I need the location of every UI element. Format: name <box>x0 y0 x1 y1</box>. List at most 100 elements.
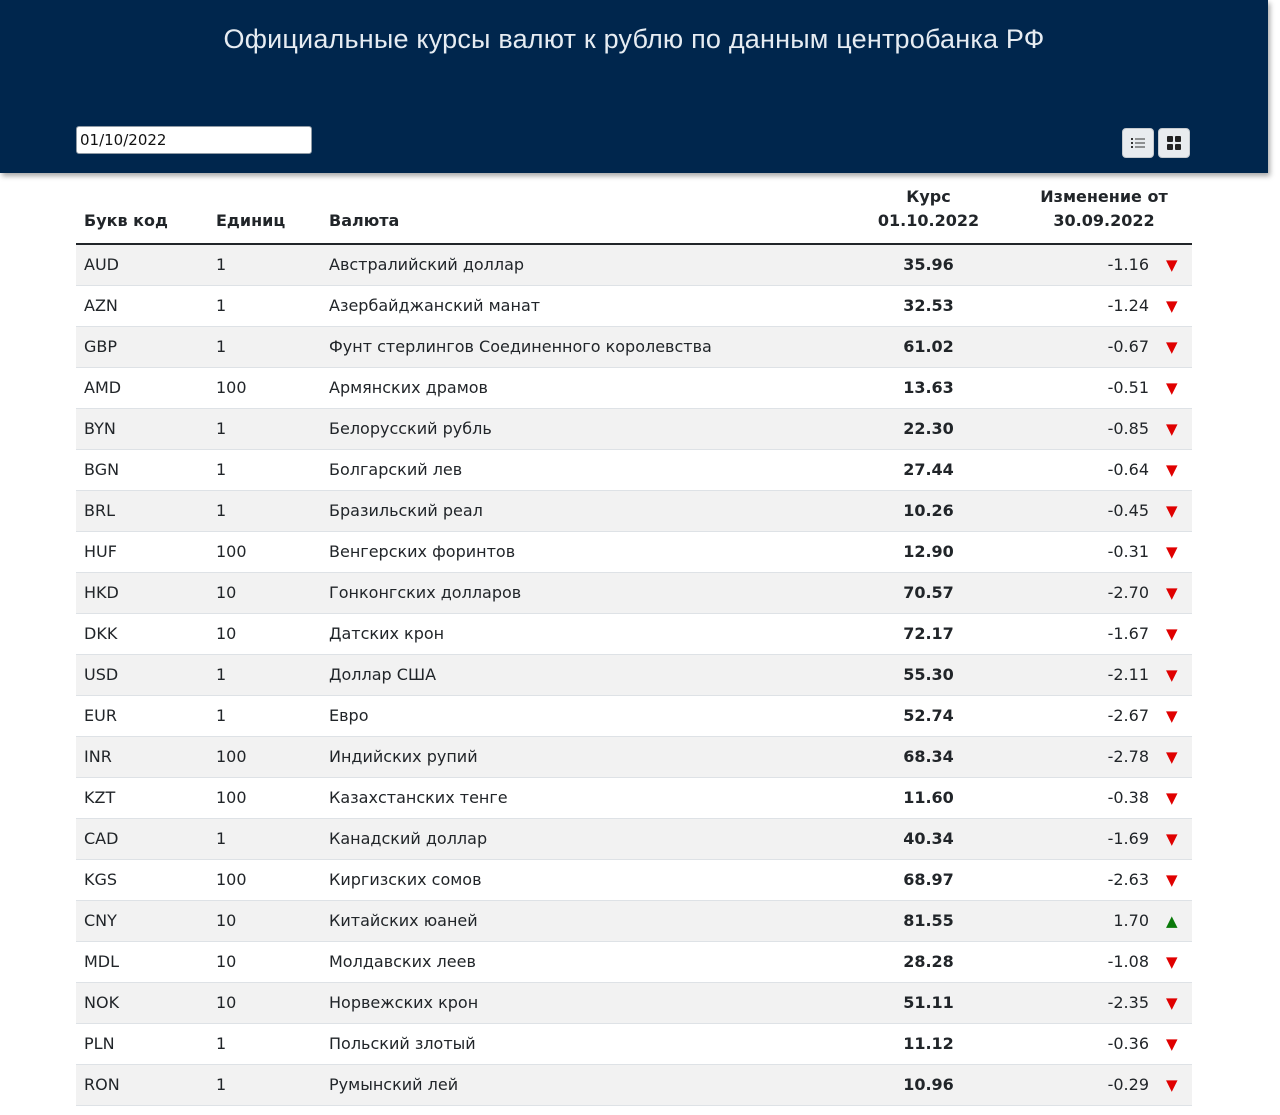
currency-change-cell: -2.78 ▼ <box>1016 736 1192 778</box>
change-wrapper: -1.08 ▼ <box>1024 952 1184 971</box>
currency-code-cell: CAD <box>76 818 208 860</box>
page-title: Официальные курсы валют к рублю по данны… <box>223 24 1045 54</box>
currency-units-cell: 1 <box>208 1064 321 1106</box>
column-header-units[interactable]: Единиц <box>208 178 321 245</box>
currency-code-cell: BRL <box>76 490 208 532</box>
currency-change-cell: -1.69 ▼ <box>1016 818 1192 860</box>
currency-change-cell: -1.24 ▼ <box>1016 285 1192 327</box>
arrow-down-icon: ▼ <box>1166 583 1178 602</box>
table-row: KZT 100 Казахстанских тенге 11.60 -0.38 ▼ <box>76 777 1192 819</box>
currency-change-cell: -0.51 ▼ <box>1016 367 1192 409</box>
currency-rate-cell: 40.34 <box>841 818 1016 860</box>
currency-change-cell: -2.35 ▼ <box>1016 982 1192 1024</box>
currency-units-cell: 1 <box>208 244 321 286</box>
currency-name-cell: Канадский доллар <box>321 818 841 860</box>
arrow-down-icon: ▼ <box>1166 378 1178 397</box>
currency-code-cell: CNY <box>76 900 208 942</box>
change-value: -0.31 <box>1107 542 1149 561</box>
arrow-down-icon: ▼ <box>1166 665 1178 684</box>
table-row: HKD 10 Гонконгских долларов 70.57 -2.70 ▼ <box>76 572 1192 614</box>
currency-units-cell: 10 <box>208 572 321 614</box>
currency-name-cell: Венгерских форинтов <box>321 531 841 573</box>
arrow-down-icon: ▼ <box>1166 419 1178 438</box>
table-row: INR 100 Индийских рупий 68.34 -2.78 ▼ <box>76 736 1192 778</box>
currency-change-cell: -0.36 ▼ <box>1016 1023 1192 1065</box>
table-row: PLN 1 Польский злотый 11.12 -0.36 ▼ <box>76 1023 1192 1065</box>
currency-code-cell: RON <box>76 1064 208 1106</box>
currency-units-cell: 10 <box>208 900 321 942</box>
date-input[interactable] <box>76 126 312 154</box>
table-row: USD 1 Доллар США 55.30 -2.11 ▼ <box>76 654 1192 696</box>
change-value: -1.24 <box>1107 296 1149 315</box>
column-header-rate-line1: Курс <box>906 187 951 206</box>
currency-rate-cell: 10.96 <box>841 1064 1016 1106</box>
change-wrapper: -0.38 ▼ <box>1024 788 1184 807</box>
currency-rate-cell: 22.30 <box>841 408 1016 450</box>
table-row: AZN 1 Азербайджанский манат 32.53 -1.24 ▼ <box>76 285 1192 327</box>
currency-rate-cell: 11.60 <box>841 777 1016 819</box>
change-wrapper: -2.78 ▼ <box>1024 747 1184 766</box>
currency-name-cell: Датских крон <box>321 613 841 655</box>
column-header-change[interactable]: Изменение от 30.09.2022 <box>1016 178 1192 245</box>
currency-name-cell: Армянских драмов <box>321 367 841 409</box>
column-header-change-line1: Изменение от <box>1040 187 1168 206</box>
currency-units-cell: 100 <box>208 531 321 573</box>
currency-rate-cell: 35.96 <box>841 244 1016 286</box>
change-wrapper: -2.70 ▼ <box>1024 583 1184 602</box>
currency-rate-cell: 68.97 <box>841 859 1016 901</box>
currency-code-cell: USD <box>76 654 208 696</box>
currency-units-cell: 1 <box>208 449 321 491</box>
currency-units-cell: 1 <box>208 326 321 368</box>
currency-name-cell: Китайских юаней <box>321 900 841 942</box>
column-header-rate-line2: 01.10.2022 <box>877 211 980 230</box>
change-wrapper: -2.63 ▼ <box>1024 870 1184 889</box>
currency-name-cell: Казахстанских тенге <box>321 777 841 819</box>
change-value: -1.69 <box>1107 829 1149 848</box>
arrow-down-icon: ▼ <box>1166 255 1178 274</box>
currency-rate-cell: 72.17 <box>841 613 1016 655</box>
currency-rate-cell: 51.11 <box>841 982 1016 1024</box>
column-header-code[interactable]: Букв код <box>76 178 208 245</box>
arrow-down-icon: ▼ <box>1166 1034 1178 1053</box>
currency-rate-cell: 81.55 <box>841 900 1016 942</box>
currency-change-cell: -0.85 ▼ <box>1016 408 1192 450</box>
currency-units-cell: 10 <box>208 982 321 1024</box>
list-view-button[interactable] <box>1122 128 1154 158</box>
currency-code-cell: AZN <box>76 285 208 327</box>
table-header-row: Букв код Единиц Валюта Курс 01.10.2022 И… <box>76 178 1192 245</box>
change-value: -2.63 <box>1107 870 1149 889</box>
change-value: -2.70 <box>1107 583 1149 602</box>
change-value: -2.35 <box>1107 993 1149 1012</box>
change-wrapper: -0.45 ▼ <box>1024 501 1184 520</box>
currency-units-cell: 1 <box>208 695 321 737</box>
currency-code-cell: MDL <box>76 941 208 983</box>
currency-change-cell: -2.67 ▼ <box>1016 695 1192 737</box>
currency-code-cell: AUD <box>76 244 208 286</box>
currency-rate-cell: 28.28 <box>841 941 1016 983</box>
change-value: -0.45 <box>1107 501 1149 520</box>
currency-units-cell: 1 <box>208 654 321 696</box>
currency-code-cell: AMD <box>76 367 208 409</box>
currency-units-cell: 10 <box>208 613 321 655</box>
currency-code-cell: KGS <box>76 859 208 901</box>
change-wrapper: -1.69 ▼ <box>1024 829 1184 848</box>
currency-code-cell: EUR <box>76 695 208 737</box>
change-wrapper: -1.67 ▼ <box>1024 624 1184 643</box>
change-value: -0.29 <box>1107 1075 1149 1094</box>
grid-view-button[interactable] <box>1158 128 1190 158</box>
arrow-down-icon: ▼ <box>1166 829 1178 848</box>
currency-code-cell: HUF <box>76 531 208 573</box>
currency-units-cell: 1 <box>208 285 321 327</box>
arrow-down-icon: ▼ <box>1166 296 1178 315</box>
currency-name-cell: Киргизских сомов <box>321 859 841 901</box>
currency-code-cell: KZT <box>76 777 208 819</box>
arrow-down-icon: ▼ <box>1166 460 1178 479</box>
currency-code-cell: PLN <box>76 1023 208 1065</box>
currency-code-cell: DKK <box>76 613 208 655</box>
table-row: MDL 10 Молдавских леев 28.28 -1.08 ▼ <box>76 941 1192 983</box>
arrow-down-icon: ▼ <box>1166 706 1178 725</box>
change-value: 1.70 <box>1113 911 1149 930</box>
change-value: -1.16 <box>1107 255 1149 275</box>
column-header-name[interactable]: Валюта <box>321 178 841 245</box>
column-header-rate[interactable]: Курс 01.10.2022 <box>841 178 1016 245</box>
